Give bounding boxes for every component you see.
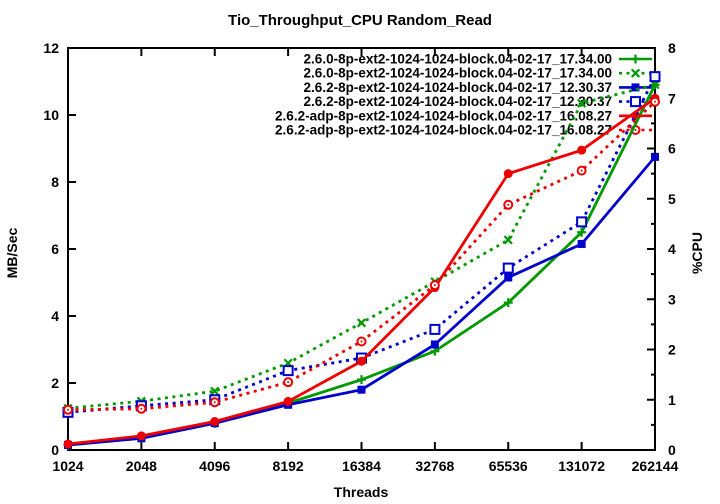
- data-point-marker: [503, 169, 513, 179]
- x-tick-label: 65536: [489, 458, 528, 474]
- left-tick-label: 8: [51, 174, 59, 190]
- chart-title: Tio_Throughput_CPU Random_Read: [228, 12, 492, 29]
- legend-label: 2.6.2-adp-8p-ext2-1024-1024-block.04-02-…: [275, 108, 612, 123]
- left-tick-label: 2: [51, 375, 59, 391]
- left-tick-label: 10: [43, 107, 59, 123]
- data-point-marker: [503, 235, 513, 245]
- data-point-marker: [651, 152, 659, 161]
- legend-label: 2.6.0-8p-ext2-1024-1024-block.04-02-17_1…: [304, 52, 612, 67]
- data-point-marker: [507, 203, 510, 206]
- legend-row: 2.6.0-8p-ext2-1024-1024-block.04-02-17_1…: [304, 66, 652, 81]
- data-point-marker: [576, 216, 588, 228]
- legend-row: 2.6.2-adp-8p-ext2-1024-1024-block.04-02-…: [275, 123, 652, 138]
- legend-row: 2.6.2-8p-ext2-1024-1024-block.04-02-17_1…: [304, 94, 652, 109]
- legend-row: 2.6.0-8p-ext2-1024-1024-block.04-02-17_1…: [304, 52, 652, 67]
- data-point-marker: [577, 98, 587, 108]
- series-6: [63, 96, 660, 415]
- data-point-marker: [577, 227, 587, 237]
- left-axis-label: MB/Sec: [4, 228, 20, 279]
- x-tick-label: 4096: [199, 458, 230, 474]
- data-point-marker: [631, 54, 640, 64]
- right-tick-label: 4: [668, 241, 676, 257]
- series-line: [67, 100, 656, 412]
- legend-label: 2.6.2-8p-ext2-1024-1024-block.04-02-17_1…: [304, 94, 612, 109]
- data-point-marker: [631, 83, 640, 92]
- data-point-marker: [577, 145, 587, 155]
- data-point-marker: [356, 318, 367, 328]
- right-tick-label: 8: [668, 40, 676, 56]
- left-tick-label: 4: [51, 308, 59, 324]
- data-point-marker: [140, 407, 143, 410]
- data-point-marker: [63, 439, 73, 449]
- series-5: [63, 93, 660, 449]
- left-tick-label: 12: [43, 40, 59, 56]
- data-point-marker: [577, 239, 586, 248]
- legend-label: 2.6.2-8p-ext2-1024-1024-block.04-02-17_1…: [304, 80, 612, 95]
- legend: 2.6.0-8p-ext2-1024-1024-block.04-02-17_1…: [275, 52, 652, 138]
- legend-row: 2.6.2-8p-ext2-1024-1024-block.04-02-17_1…: [304, 80, 652, 95]
- data-point-marker: [283, 396, 293, 406]
- data-point-marker: [360, 340, 363, 343]
- x-axis-label: Threads: [334, 484, 389, 500]
- data-point-marker: [429, 323, 441, 335]
- left-tick-label: 6: [51, 241, 59, 257]
- x-tick-label: 131072: [558, 458, 605, 474]
- data-point-marker: [630, 68, 641, 78]
- data-point-marker: [357, 385, 366, 394]
- x-tick-label: 8192: [273, 458, 304, 474]
- right-tick-label: 2: [668, 342, 676, 358]
- data-point-marker: [580, 169, 583, 172]
- x-tick-label: 1024: [52, 458, 83, 474]
- right-tick-label: 5: [668, 191, 676, 207]
- data-point-marker: [502, 262, 514, 274]
- data-point-marker: [210, 386, 220, 396]
- data-point-marker: [504, 273, 513, 282]
- data-point-marker: [650, 80, 660, 90]
- data-point-marker: [649, 71, 661, 83]
- data-point-marker: [357, 375, 366, 385]
- right-tick-label: 1: [668, 392, 676, 408]
- x-tick-label: 32768: [415, 458, 454, 474]
- data-point-marker: [630, 96, 641, 108]
- right-axis-label: %CPU: [689, 232, 705, 274]
- data-point-marker: [430, 340, 439, 349]
- data-point-marker: [136, 431, 146, 441]
- data-point-marker: [287, 381, 290, 384]
- data-point-marker: [634, 129, 637, 131]
- legend-row: 2.6.2-adp-8p-ext2-1024-1024-block.04-02-…: [275, 108, 652, 123]
- legend-label: 2.6.2-adp-8p-ext2-1024-1024-block.04-02-…: [275, 123, 612, 138]
- data-point-marker: [433, 284, 436, 287]
- series-3: [64, 152, 659, 449]
- right-tick-label: 3: [668, 291, 676, 307]
- data-point-marker: [282, 365, 294, 377]
- x-tick-label: 16384: [342, 458, 381, 474]
- right-tick-label: 7: [668, 90, 676, 106]
- left-tick-label: 0: [51, 442, 59, 458]
- right-tick-label: 0: [668, 442, 676, 458]
- right-tick-label: 6: [668, 141, 676, 157]
- data-point-marker: [357, 356, 366, 366]
- data-point-marker: [67, 408, 69, 411]
- series-line: [67, 155, 657, 447]
- x-tick-label: 2048: [126, 458, 157, 474]
- data-point-marker: [503, 298, 513, 308]
- data-point-marker: [213, 401, 216, 404]
- data-point-marker: [654, 100, 656, 103]
- x-tick-label: 262144: [632, 458, 679, 474]
- data-point-marker: [210, 417, 220, 427]
- legend-label: 2.6.0-8p-ext2-1024-1024-block.04-02-17_1…: [304, 66, 612, 81]
